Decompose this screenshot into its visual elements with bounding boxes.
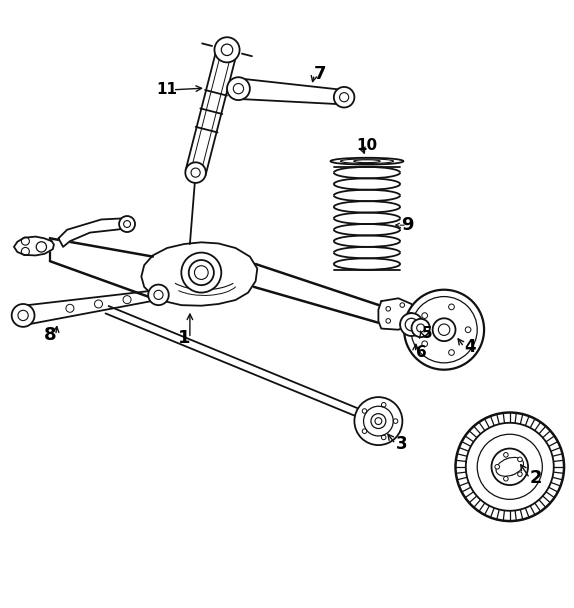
- Circle shape: [181, 252, 222, 292]
- Ellipse shape: [340, 159, 393, 164]
- Circle shape: [466, 423, 554, 511]
- Circle shape: [215, 37, 239, 63]
- Circle shape: [433, 318, 456, 341]
- Text: 6: 6: [416, 345, 426, 360]
- Circle shape: [400, 313, 423, 336]
- Circle shape: [185, 162, 206, 183]
- Polygon shape: [59, 218, 133, 247]
- Text: 2: 2: [529, 469, 542, 487]
- Circle shape: [412, 319, 430, 337]
- Circle shape: [411, 297, 477, 363]
- Circle shape: [503, 477, 508, 481]
- Circle shape: [404, 290, 484, 370]
- Circle shape: [227, 77, 250, 100]
- Ellipse shape: [496, 457, 523, 476]
- Circle shape: [503, 452, 508, 457]
- Text: 4: 4: [464, 338, 476, 356]
- Text: 8: 8: [44, 326, 56, 344]
- Polygon shape: [378, 299, 414, 330]
- Circle shape: [501, 458, 518, 475]
- Circle shape: [119, 216, 135, 232]
- Circle shape: [354, 397, 402, 445]
- Polygon shape: [141, 243, 257, 306]
- Circle shape: [491, 449, 528, 485]
- Text: 3: 3: [395, 435, 407, 453]
- Circle shape: [334, 87, 354, 108]
- Circle shape: [11, 304, 34, 327]
- Text: 5: 5: [422, 326, 432, 341]
- Circle shape: [518, 472, 522, 477]
- Text: 9: 9: [401, 216, 413, 234]
- Text: 11: 11: [157, 82, 177, 97]
- Circle shape: [148, 285, 169, 305]
- Polygon shape: [232, 78, 350, 105]
- Polygon shape: [14, 237, 54, 255]
- Text: 7: 7: [314, 66, 327, 83]
- Circle shape: [518, 457, 522, 461]
- Ellipse shape: [331, 157, 404, 165]
- Circle shape: [495, 465, 499, 469]
- Circle shape: [477, 434, 542, 499]
- Text: 10: 10: [356, 137, 378, 153]
- Text: 1: 1: [178, 330, 191, 347]
- Polygon shape: [22, 290, 159, 325]
- Circle shape: [456, 413, 564, 521]
